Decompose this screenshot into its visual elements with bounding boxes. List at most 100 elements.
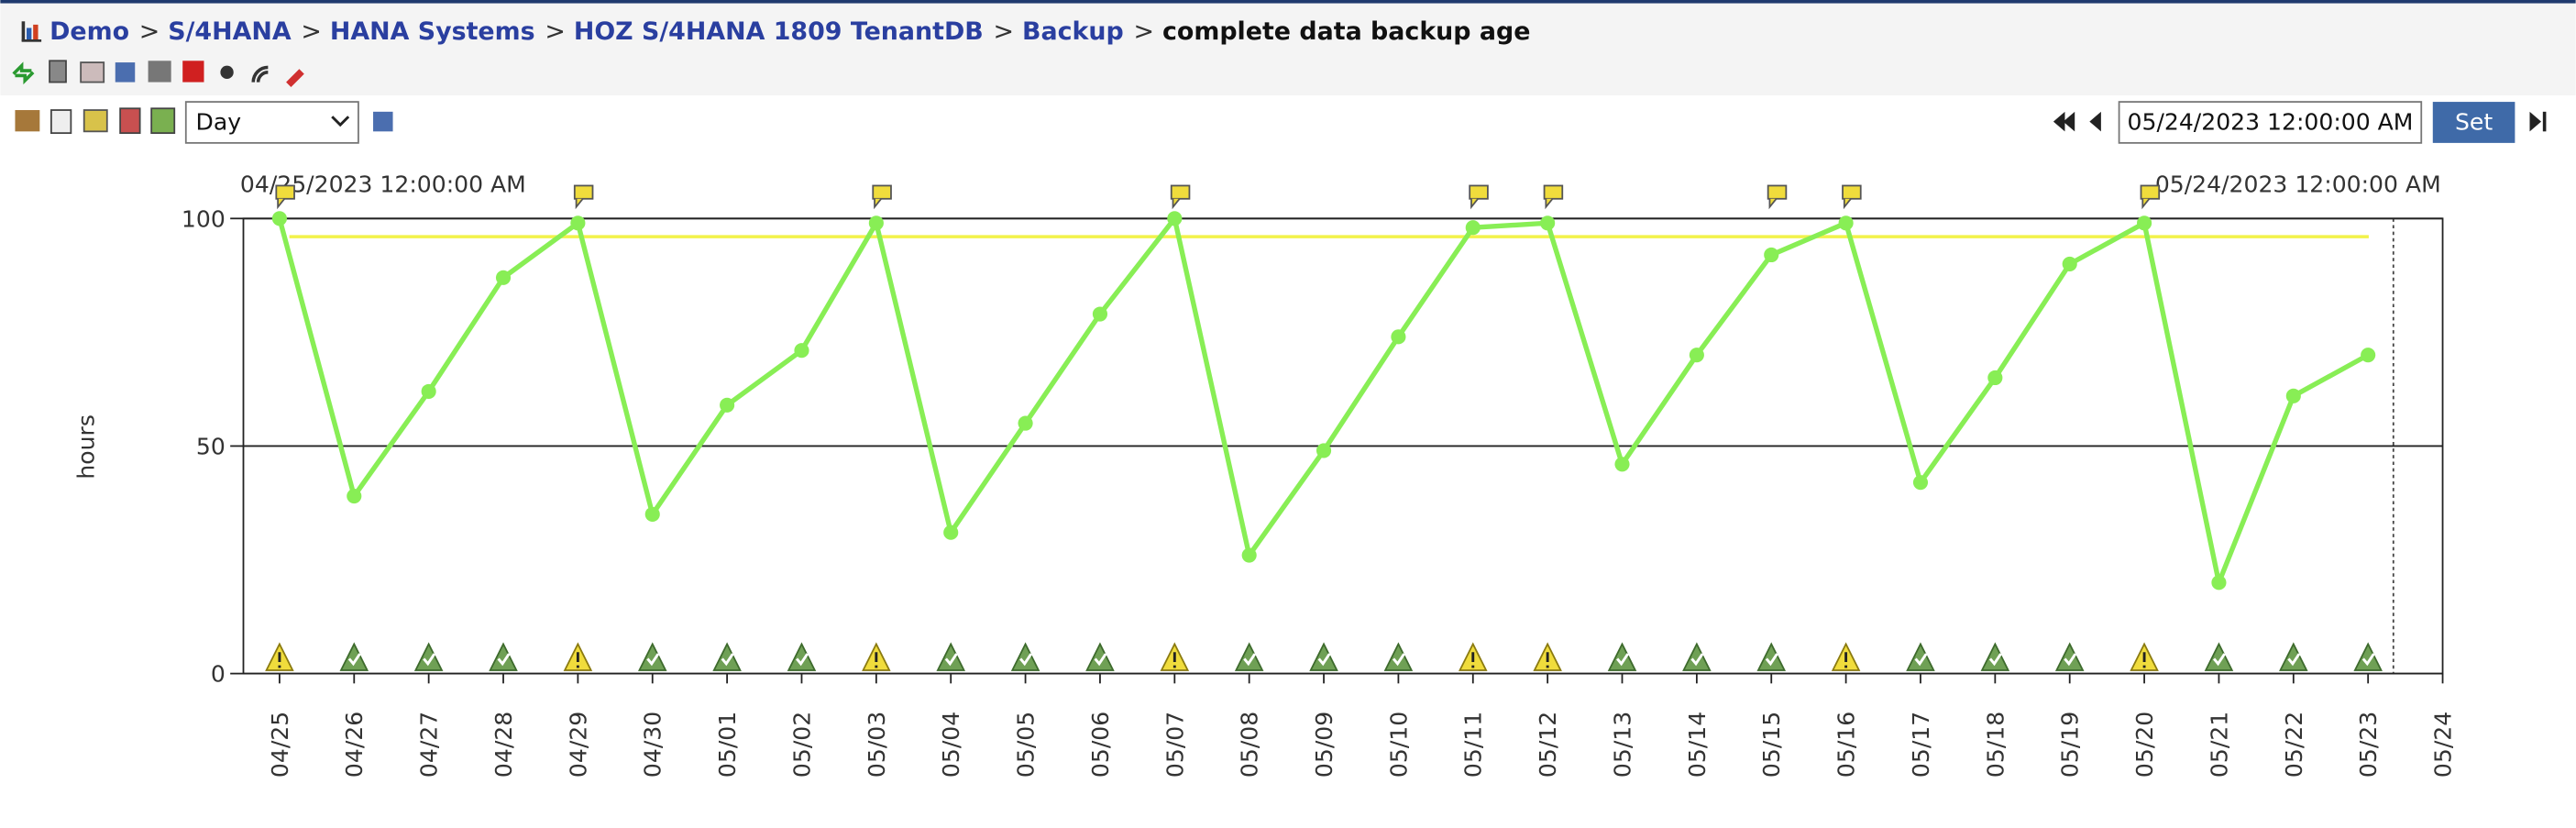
breadcrumb-link[interactable]: HOZ S/4HANA 1809 TenantDB: [574, 17, 984, 46]
breadcrumb-current: complete data backup age: [1162, 17, 1531, 46]
breadcrumb-link[interactable]: S/4HANA: [168, 17, 292, 46]
warning-icon: [1533, 642, 1562, 671]
status-glyph: [1019, 653, 1033, 667]
status-glyph: [1392, 653, 1405, 667]
x-tick-label: 05/02: [788, 712, 815, 778]
data-point: [1540, 215, 1556, 231]
x-tick-label: 05/16: [1833, 712, 1860, 778]
icon[interactable]: [119, 107, 141, 135]
x-tick-label: 05/04: [938, 712, 964, 778]
chart-icon[interactable]: [373, 111, 393, 132]
breadcrumb-separator: >: [139, 17, 160, 46]
range-end: 05/24/2023 12:00:00 AM: [2155, 171, 2441, 198]
x-tick-label: 04/29: [565, 712, 591, 778]
ok-icon: [1383, 642, 1414, 671]
data-point: [347, 488, 362, 504]
data-point: [644, 506, 660, 522]
data-point: [1689, 348, 1704, 363]
data-point: [1838, 215, 1854, 231]
icon[interactable]: [148, 61, 171, 83]
ok-icon: [1010, 642, 1040, 671]
x-tick-label: 05/07: [1161, 712, 1188, 778]
status-glyph: [1616, 653, 1629, 667]
data-point: [1018, 415, 1033, 431]
x-tick-label: 05/14: [1684, 712, 1711, 778]
status-glyph: [1914, 653, 1928, 667]
status-glyph: [646, 653, 660, 667]
data-point: [1465, 220, 1481, 236]
data-point: [1614, 457, 1630, 472]
x-tick-label: 04/28: [490, 712, 517, 778]
ok-icon: [712, 642, 742, 671]
status-triangle: [1309, 642, 1338, 671]
alert-bubble: [1170, 184, 1191, 200]
icon[interactable]: [80, 61, 105, 83]
breadcrumb-link[interactable]: Demo: [50, 17, 129, 46]
breadcrumb-link[interactable]: HANA Systems: [330, 17, 535, 46]
ok-icon: [1309, 642, 1338, 671]
status-glyph: [1243, 653, 1257, 667]
status-glyph: [2287, 653, 2301, 667]
alert-icon: [872, 184, 892, 210]
status-triangle: [1234, 642, 1264, 671]
toolbar-bg: [0, 0, 2576, 95]
ok-icon: [1756, 642, 1787, 671]
status-triangle: [2204, 642, 2234, 671]
x-tick-label: 04/27: [416, 712, 443, 778]
alert-icon: [2140, 184, 2161, 210]
status-triangle: [1756, 642, 1787, 671]
warning-icon: [563, 642, 593, 671]
chart: 0 50 100 04/25 04/26 04/27 04/28 04/29 04/30 05/0…: [182, 184, 2457, 778]
warning-icon: [1160, 642, 1190, 671]
x-tick-label: 05/24: [2430, 712, 2457, 778]
breadcrumb: Demo > S/4HANA > HANA Systems > HOZ S/4HANA 18…: [50, 17, 1530, 46]
y-tick-label: 0: [211, 661, 226, 688]
breadcrumb-separator: >: [1133, 17, 1154, 46]
x-tick-label: 05/09: [1311, 712, 1338, 778]
breadcrumb-link[interactable]: Backup: [1022, 17, 1124, 46]
data-point: [720, 397, 735, 413]
period-select[interactable]: Day: [184, 101, 359, 144]
alert-tail: [1843, 198, 1852, 210]
set-button[interactable]: Set: [2432, 102, 2515, 143]
breadcrumb-icon: [21, 21, 42, 42]
pin-icon[interactable]: [286, 69, 304, 87]
ok-icon: [1906, 642, 1935, 671]
status-triangle: [1682, 642, 1712, 671]
icon[interactable]: [150, 107, 176, 135]
alert-bubble: [275, 184, 295, 200]
data-point: [1391, 329, 1406, 345]
nav-buttons[interactable]: [2053, 111, 2547, 132]
icon[interactable]: [182, 61, 204, 83]
ok-icon: [489, 642, 518, 671]
data-point: [1316, 443, 1332, 458]
ok-icon: [1085, 642, 1115, 671]
alert-bubble: [2140, 184, 2161, 200]
x-tick-label: 05/05: [1013, 712, 1040, 778]
x-tick-label: 05/21: [2206, 712, 2232, 778]
x-tick-label: 05/15: [1758, 712, 1785, 778]
alert-tail: [2141, 198, 2151, 210]
date-input[interactable]: 05/24/2023 12:00:00 AM: [2118, 101, 2423, 144]
x-tick-label: 05/01: [714, 712, 741, 778]
icon[interactable]: [115, 62, 136, 83]
data-point: [794, 343, 809, 359]
alert-icon: [573, 184, 594, 210]
data-point: [1912, 475, 1929, 491]
status-glyph: [347, 653, 361, 667]
status-glyph: [1765, 653, 1778, 667]
alert-bubble: [1842, 184, 1862, 200]
icon[interactable]: [83, 109, 108, 133]
icon[interactable]: [15, 110, 40, 132]
status-glyph: [1690, 653, 1704, 667]
icon[interactable]: [251, 65, 269, 83]
data-point: [2137, 215, 2152, 231]
ok-icon: [2353, 642, 2383, 671]
refresh-icon[interactable]: [12, 61, 35, 85]
alert-bubble: [1469, 184, 1489, 200]
status-triangle: [637, 642, 667, 671]
icon[interactable]: [220, 65, 234, 79]
delete-icon[interactable]: [49, 60, 67, 83]
icon[interactable]: [50, 109, 72, 135]
warning-icon: [862, 642, 891, 671]
